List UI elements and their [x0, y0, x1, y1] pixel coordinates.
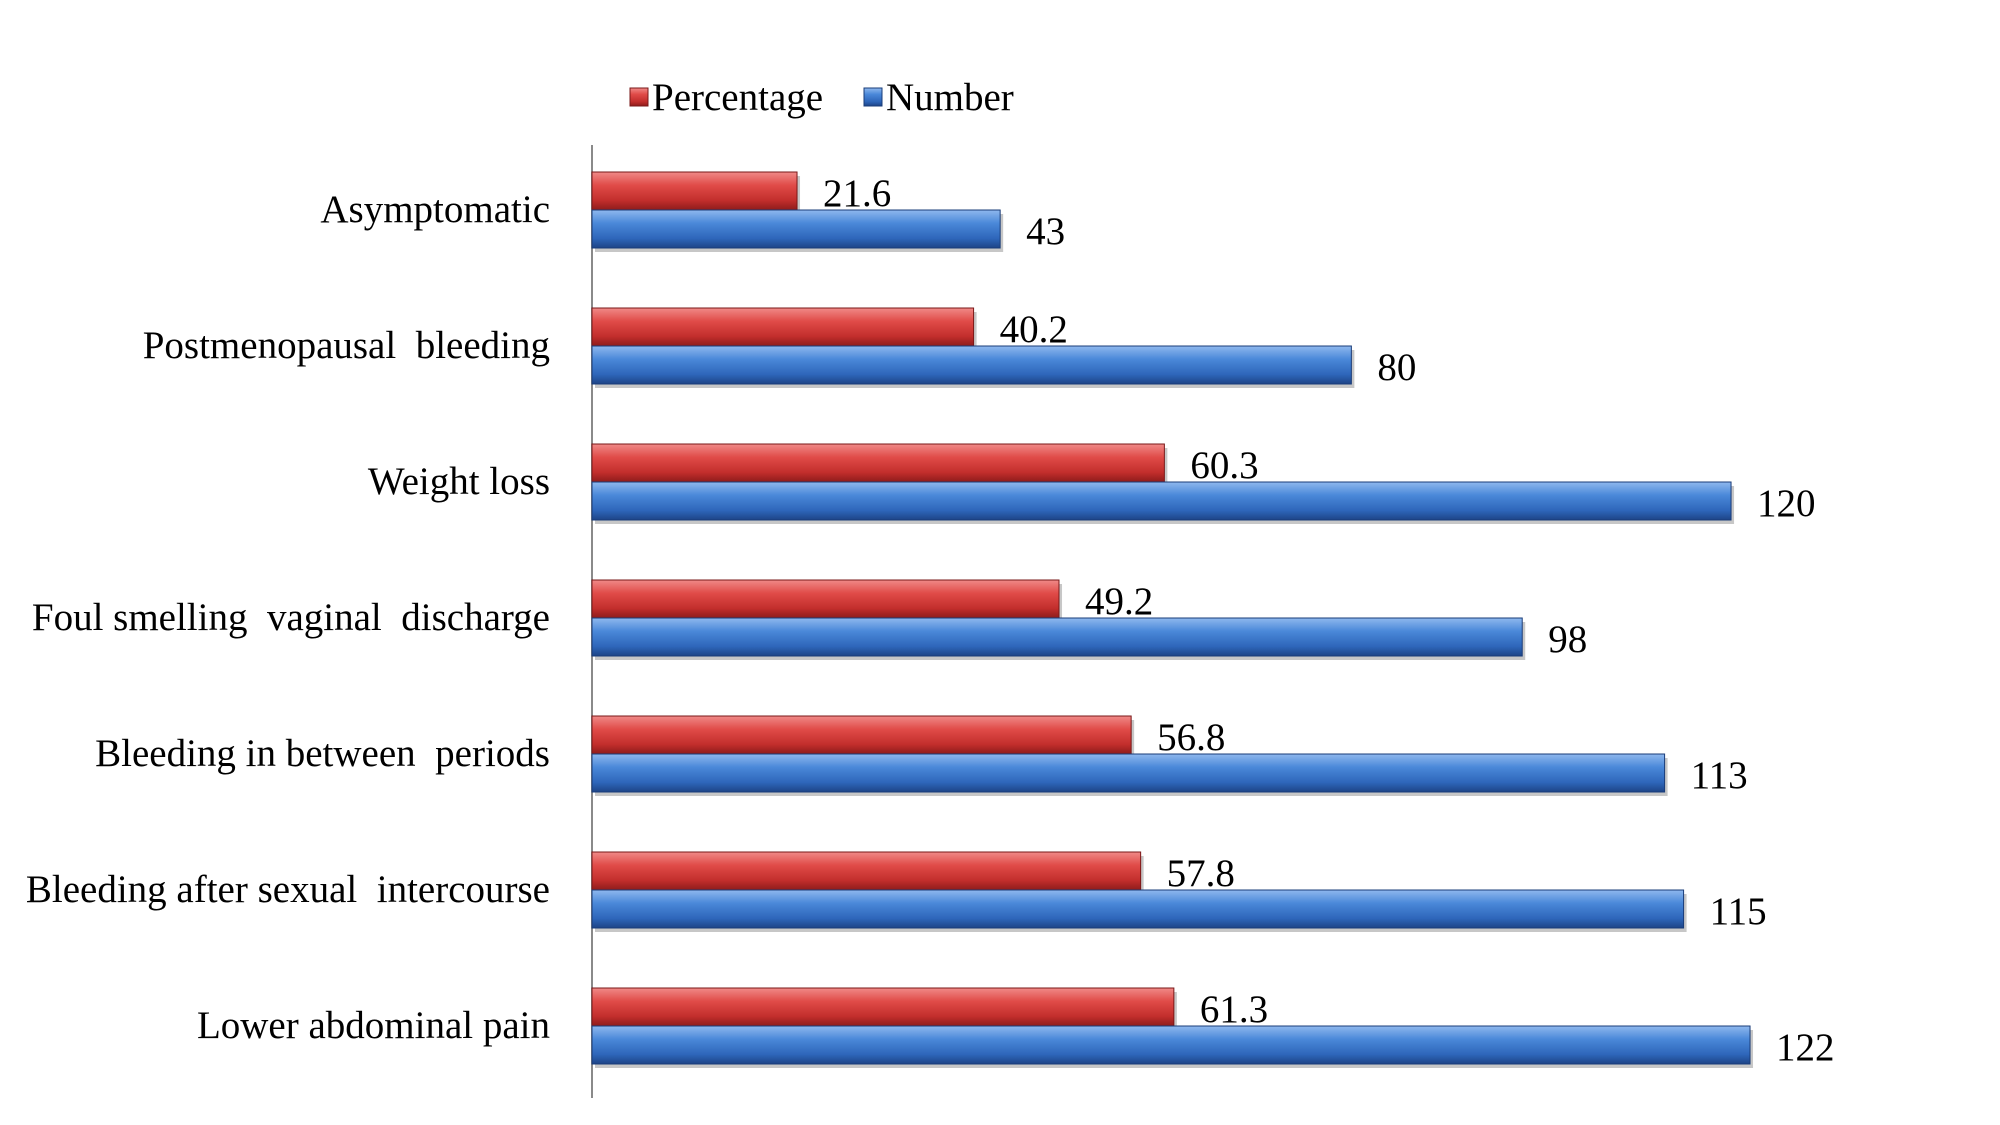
bar-number-bleeding-after-sexual-intercourse	[591, 889, 1685, 929]
value-label-percentage-weight-loss: 60.3	[1190, 444, 1258, 487]
bar-percentage-bleeding-in-between-periods	[591, 715, 1132, 755]
value-label-number-bleeding-after-sexual-intercourse: 115	[1710, 890, 1767, 933]
value-label-number-lower-abdominal-pain: 122	[1776, 1026, 1835, 1069]
value-label-number-foul-smelling-vaginal-discharge: 98	[1548, 618, 1587, 661]
category-label-asymptomatic: Asymptomatic	[320, 188, 550, 231]
category-label-lower-abdominal-pain: Lower abdominal pain	[197, 1004, 550, 1047]
value-label-percentage-asymptomatic: 21.6	[823, 172, 891, 215]
legend-swatch-number	[863, 87, 883, 107]
value-labels: 21.6 43 40.2 80 60.3 120 49.2 98 56.8 113 57.8 115 6…	[823, 172, 1835, 1069]
value-label-number-weight-loss: 120	[1757, 482, 1816, 525]
bar-percentage-foul-smelling-vaginal-discharge	[591, 579, 1060, 619]
category-label-bleeding-in-between-periods: Bleeding in between periods	[95, 732, 550, 775]
bar-percentage-postmenopausal-bleeding	[591, 307, 975, 347]
bar-number-asymptomatic	[591, 209, 1001, 249]
value-label-number-asymptomatic: 43	[1026, 210, 1065, 253]
category-label-foul-smelling-vaginal-discharge: Foul smelling vaginal discharge	[32, 596, 550, 639]
value-label-percentage-bleeding-in-between-periods: 56.8	[1157, 716, 1225, 759]
bar-percentage-lower-abdominal-pain	[591, 987, 1175, 1027]
legend: Percentage Number	[629, 76, 1014, 119]
bar-percentage-bleeding-after-sexual-intercourse	[591, 851, 1142, 891]
category-label-weight-loss: Weight loss	[368, 460, 550, 503]
value-label-number-bleeding-in-between-periods: 113	[1691, 754, 1748, 797]
bar-number-foul-smelling-vaginal-discharge	[591, 617, 1523, 657]
legend-swatch-percentage	[629, 87, 649, 107]
value-label-percentage-foul-smelling-vaginal-discharge: 49.2	[1085, 580, 1153, 623]
value-label-percentage-lower-abdominal-pain: 61.3	[1200, 988, 1268, 1031]
value-label-percentage-postmenopausal-bleeding: 40.2	[1000, 308, 1068, 351]
legend-label-percentage: Percentage	[652, 76, 823, 119]
bars-group	[591, 171, 1754, 1068]
bar-percentage-weight-loss	[591, 443, 1165, 483]
bar-number-weight-loss	[591, 481, 1732, 521]
bar-number-postmenopausal-bleeding	[591, 345, 1352, 385]
bar-number-bleeding-in-between-periods	[591, 753, 1666, 793]
category-label-bleeding-after-sexual-intercourse: Bleeding after sexual intercourse	[26, 868, 550, 911]
value-label-percentage-bleeding-after-sexual-intercourse: 57.8	[1167, 852, 1235, 895]
category-label-postmenopausal-bleeding: Postmenopausal bleeding	[143, 324, 550, 367]
bar-percentage-asymptomatic	[591, 171, 798, 211]
category-labels: Asymptomatic Postmenopausal bleeding Weigh…	[26, 188, 550, 1047]
value-label-number-postmenopausal-bleeding: 80	[1377, 346, 1416, 389]
bar-number-lower-abdominal-pain	[591, 1025, 1751, 1065]
legend-label-number: Number	[886, 76, 1014, 119]
